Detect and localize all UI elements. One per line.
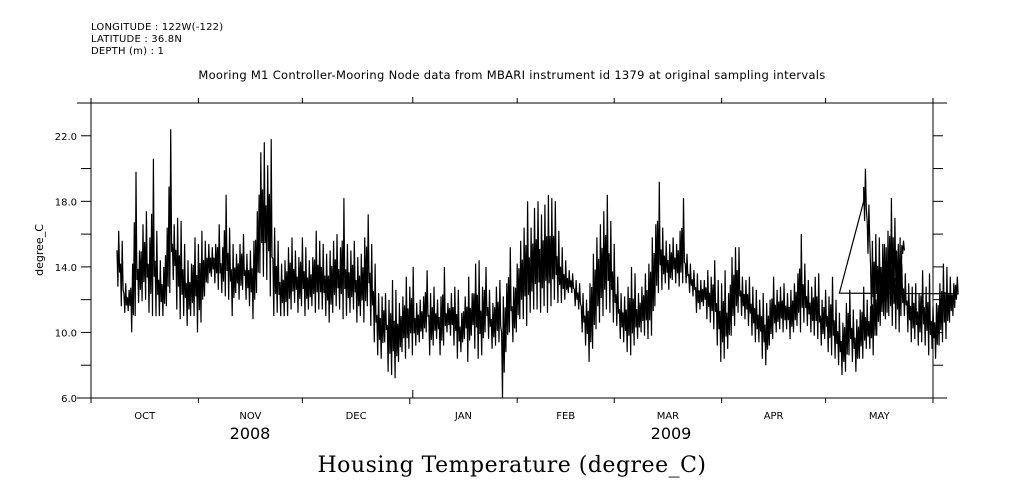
x-tick-label: NOV [239,411,261,422]
y-tick-label: 18.0 [55,197,77,208]
series-line [116,129,959,399]
y-axis: 6.0 10.0 14.0 18.0 22.0 [55,102,943,405]
x-tick-label: OCT [134,411,156,422]
series-housing-temperature [116,129,959,399]
x-axis: OCT NOV DEC JAN FEB MAR APR MAY 2008 2009 [90,97,934,443]
y-tick-label: 14.0 [55,263,77,274]
year-label-2008: 2008 [230,424,271,443]
plot-frame [77,98,947,403]
x-tick-label: FEB [556,411,575,422]
x-tick-label: APR [764,411,784,422]
x-tick-label: MAY [869,411,891,422]
y-axis-label: degree_C [33,224,46,276]
chart-subtitle: Mooring M1 Controller-Mooring Node data … [0,68,1009,82]
longitude-text: LONGITUDE : 122W(-122) [91,22,224,33]
y-tick-label: 10.0 [55,328,77,339]
y-tick-label: 22.0 [55,132,77,143]
chart-subtitle-text: Mooring M1 Controller-Mooring Node data … [198,68,826,82]
year-label-2009: 2009 [651,424,692,443]
x-tick-label: JAN [454,411,472,422]
x-tick-label: MAR [657,411,679,422]
x-tick-label: DEC [346,411,367,422]
latitude-text: LATITUDE : 36.8N [91,34,183,45]
y-tick-label: 6.0 [61,394,77,405]
depth-text: DEPTH (m) : 1 [91,46,165,57]
chart-title: Housing Temperature (degree_C) [317,453,707,478]
location-metadata: LONGITUDE : 122W(-122) LATITUDE : 36.8N … [91,22,223,58]
